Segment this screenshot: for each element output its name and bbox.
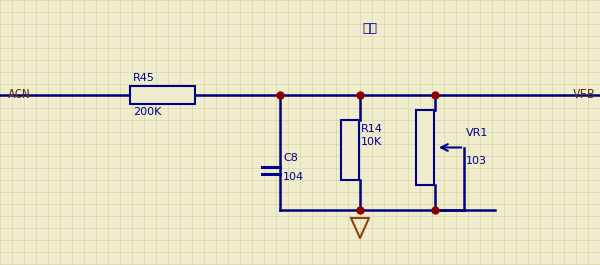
- Bar: [130, 86, 195, 104]
- Bar: [341, 120, 359, 180]
- Text: 104: 104: [283, 172, 304, 182]
- Text: VFB: VFB: [572, 89, 595, 101]
- Text: 调压: 调压: [362, 21, 377, 34]
- Text: 10K: 10K: [361, 137, 382, 147]
- Text: ACN: ACN: [8, 89, 31, 101]
- Text: C8: C8: [283, 153, 298, 163]
- Bar: [416, 110, 434, 185]
- Text: VR1: VR1: [466, 127, 488, 138]
- Text: 103: 103: [466, 156, 487, 166]
- Text: R14: R14: [361, 124, 383, 134]
- Text: 200K: 200K: [133, 107, 161, 117]
- Text: R45: R45: [133, 73, 155, 83]
